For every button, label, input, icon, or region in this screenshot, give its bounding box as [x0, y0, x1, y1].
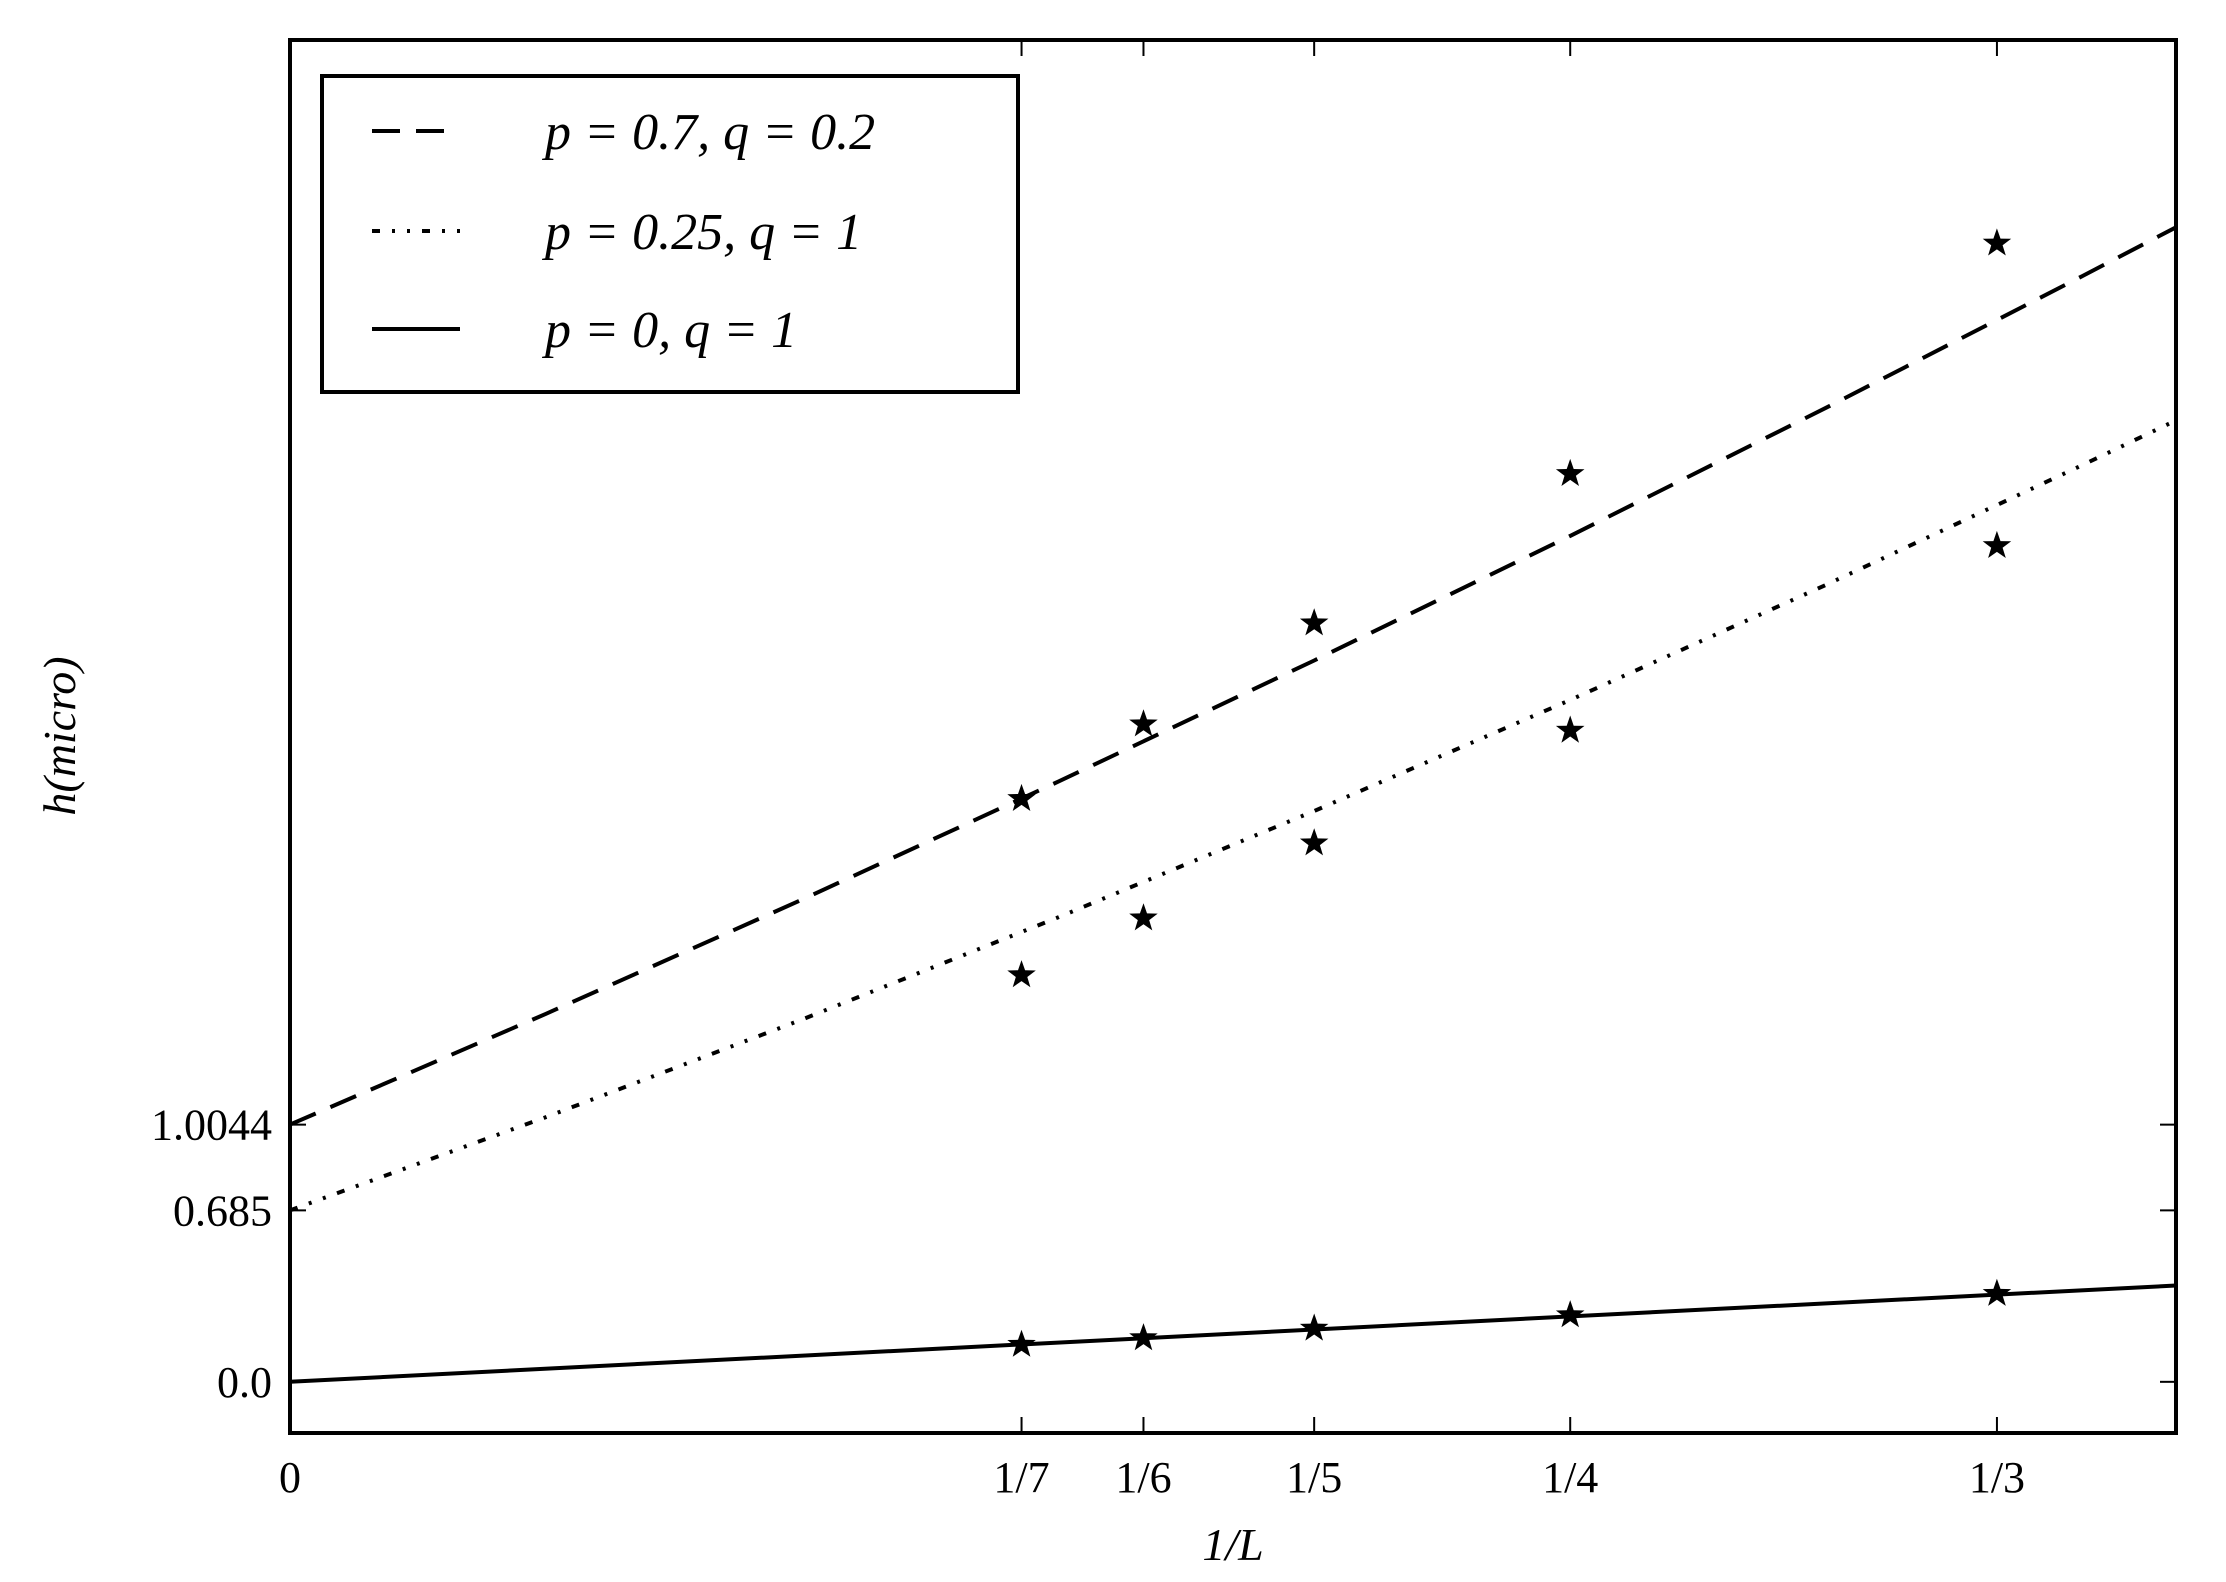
- data-point-3-5: [1982, 1278, 2012, 1306]
- x-tick-label: 1/7: [993, 1453, 1049, 1502]
- data-point-3-2: [1129, 1323, 1158, 1351]
- data-point-1-2: [1129, 709, 1158, 737]
- data-point-2-1: [1007, 960, 1036, 988]
- series-layer: [289, 225, 2177, 1384]
- series-line-3: [289, 1283, 2177, 1384]
- data-point-2-5: [1982, 530, 2012, 558]
- plot-frame: [288, 38, 2178, 1435]
- data-point-1-5: [1982, 228, 2012, 256]
- data-point-3-3: [1299, 1313, 1329, 1341]
- x-tick-label: 1/5: [1286, 1453, 1342, 1502]
- data-point-1-4: [1555, 458, 1585, 486]
- legend-label-2: p = 0.25, q = 1: [541, 204, 862, 261]
- y-tick-label: 0.0: [217, 1358, 272, 1407]
- legend-label-1: p = 0.7, q = 0.2: [541, 104, 875, 161]
- data-point-2-2: [1129, 903, 1158, 931]
- y-axis-title: h(micro): [34, 656, 85, 815]
- legend: p = 0.7, q = 0.2 p = 0.25, q = 1 p = 0, …: [320, 74, 1020, 394]
- points-layer: [1007, 228, 2012, 1357]
- data-point-1-1: [1007, 783, 1036, 811]
- y-tick-label: 1.0044: [151, 1101, 272, 1150]
- legend-box: [320, 74, 1020, 394]
- series-line-1: [289, 225, 2177, 1127]
- x-tick-label: 1/3: [1969, 1453, 2025, 1502]
- x-tick-label: 1/4: [1542, 1453, 1598, 1502]
- x-tick-label: 0: [279, 1453, 301, 1502]
- data-point-3-1: [1007, 1329, 1036, 1357]
- data-point-3-4: [1555, 1300, 1585, 1328]
- data-point-2-3: [1299, 828, 1329, 856]
- x-axis-title: 1/L: [1202, 1519, 1263, 1570]
- ticks-layer: 0 1/7 1/6 1/5 1/4 1/3 0.0 0.685 1.0044: [151, 40, 2176, 1502]
- legend-label-3: p = 0, q = 1: [541, 302, 797, 359]
- data-point-1-3: [1299, 608, 1329, 636]
- x-tick-label: 1/6: [1115, 1453, 1171, 1502]
- data-point-2-4: [1555, 715, 1585, 743]
- y-tick-label: 0.685: [173, 1186, 272, 1235]
